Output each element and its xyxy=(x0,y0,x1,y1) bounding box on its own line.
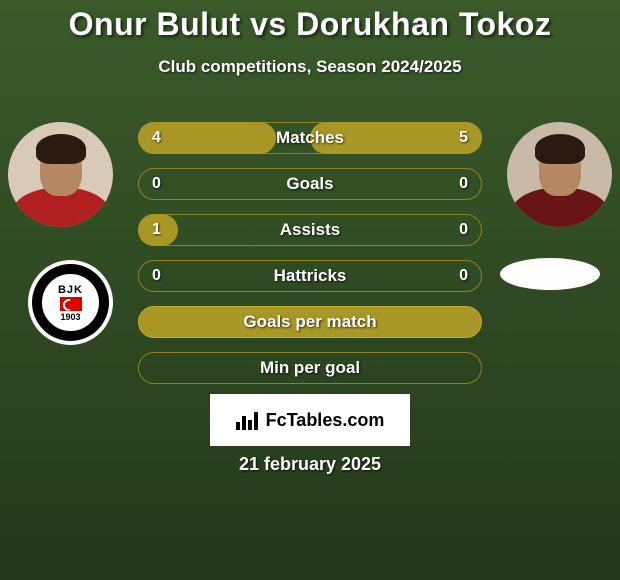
stat-row: 45Matches xyxy=(138,122,482,154)
stat-value-left: 4 xyxy=(152,122,161,154)
brand-badge: FcTables.com xyxy=(210,394,410,446)
stat-bar-track xyxy=(138,260,482,292)
stat-value-left: 0 xyxy=(152,168,161,200)
player-left-avatar xyxy=(8,122,113,227)
stat-value-right: 0 xyxy=(459,214,468,246)
stat-row: Min per goal xyxy=(138,352,482,384)
stat-row: Goals per match xyxy=(138,306,482,338)
stat-row: 00Hattricks xyxy=(138,260,482,292)
page-title: Onur Bulut vs Dorukhan Tokoz xyxy=(0,0,620,43)
stats-comparison: 45Matches00Goals10Assists00HattricksGoal… xyxy=(138,122,482,398)
stat-bar-track xyxy=(138,352,482,384)
stat-value-left: 1 xyxy=(152,214,161,246)
club-right-badge xyxy=(500,258,600,290)
stat-row: 10Assists xyxy=(138,214,482,246)
stat-bar-full xyxy=(138,306,482,338)
stat-value-right: 0 xyxy=(459,260,468,292)
stat-value-right: 5 xyxy=(459,122,468,154)
stat-bar-track xyxy=(138,214,482,246)
stat-value-right: 0 xyxy=(459,168,468,200)
player-right-avatar xyxy=(507,122,612,227)
brand-text: FcTables.com xyxy=(266,410,385,431)
stat-value-left: 0 xyxy=(152,260,161,292)
club-left-year: 1903 xyxy=(60,312,80,322)
club-left-badge: BJK 1903 xyxy=(28,260,113,345)
club-left-abbr: BJK xyxy=(58,284,83,296)
snapshot-date: 21 february 2025 xyxy=(0,454,620,475)
turkey-flag-icon xyxy=(60,297,82,311)
bar-chart-icon xyxy=(236,410,260,430)
stat-bar-track xyxy=(138,168,482,200)
stat-bar-right xyxy=(310,122,482,154)
page-subtitle: Club competitions, Season 2024/2025 xyxy=(0,57,620,77)
stat-row: 00Goals xyxy=(138,168,482,200)
